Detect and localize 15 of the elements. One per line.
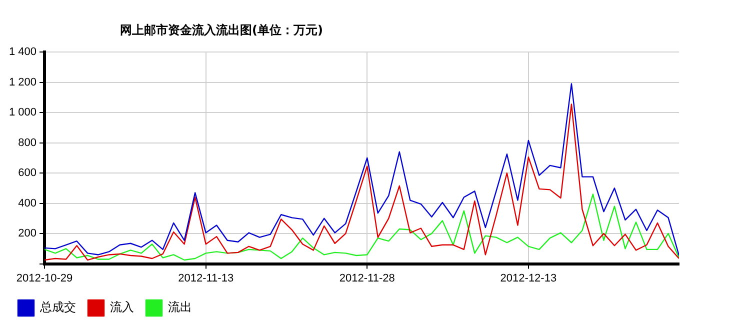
legend-label: 总成交 — [39, 300, 76, 314]
legend-label: 流出 — [168, 300, 192, 314]
legend-label: 流入 — [110, 300, 134, 314]
y-tick-label: 600 — [18, 167, 37, 180]
x-tick-label: 2012-10-29 — [16, 272, 73, 284]
chart-title: 网上邮市资金流入流出图(单位：万元) — [120, 22, 323, 39]
y-tick-label: 1 000 — [8, 106, 37, 119]
y-tick-label: 1 400 — [8, 46, 37, 58]
y-tick-label: 1 200 — [8, 76, 37, 88]
x-tick-label: 2012-11-28 — [339, 272, 395, 284]
x-tick-label: 2012-11-13 — [178, 272, 234, 284]
y-tick-label: 800 — [18, 136, 37, 149]
y-tick-label: 200 — [18, 228, 37, 240]
y-tick-label: 400 — [18, 197, 37, 210]
x-tick-label: 2012-12-13 — [500, 272, 557, 284]
